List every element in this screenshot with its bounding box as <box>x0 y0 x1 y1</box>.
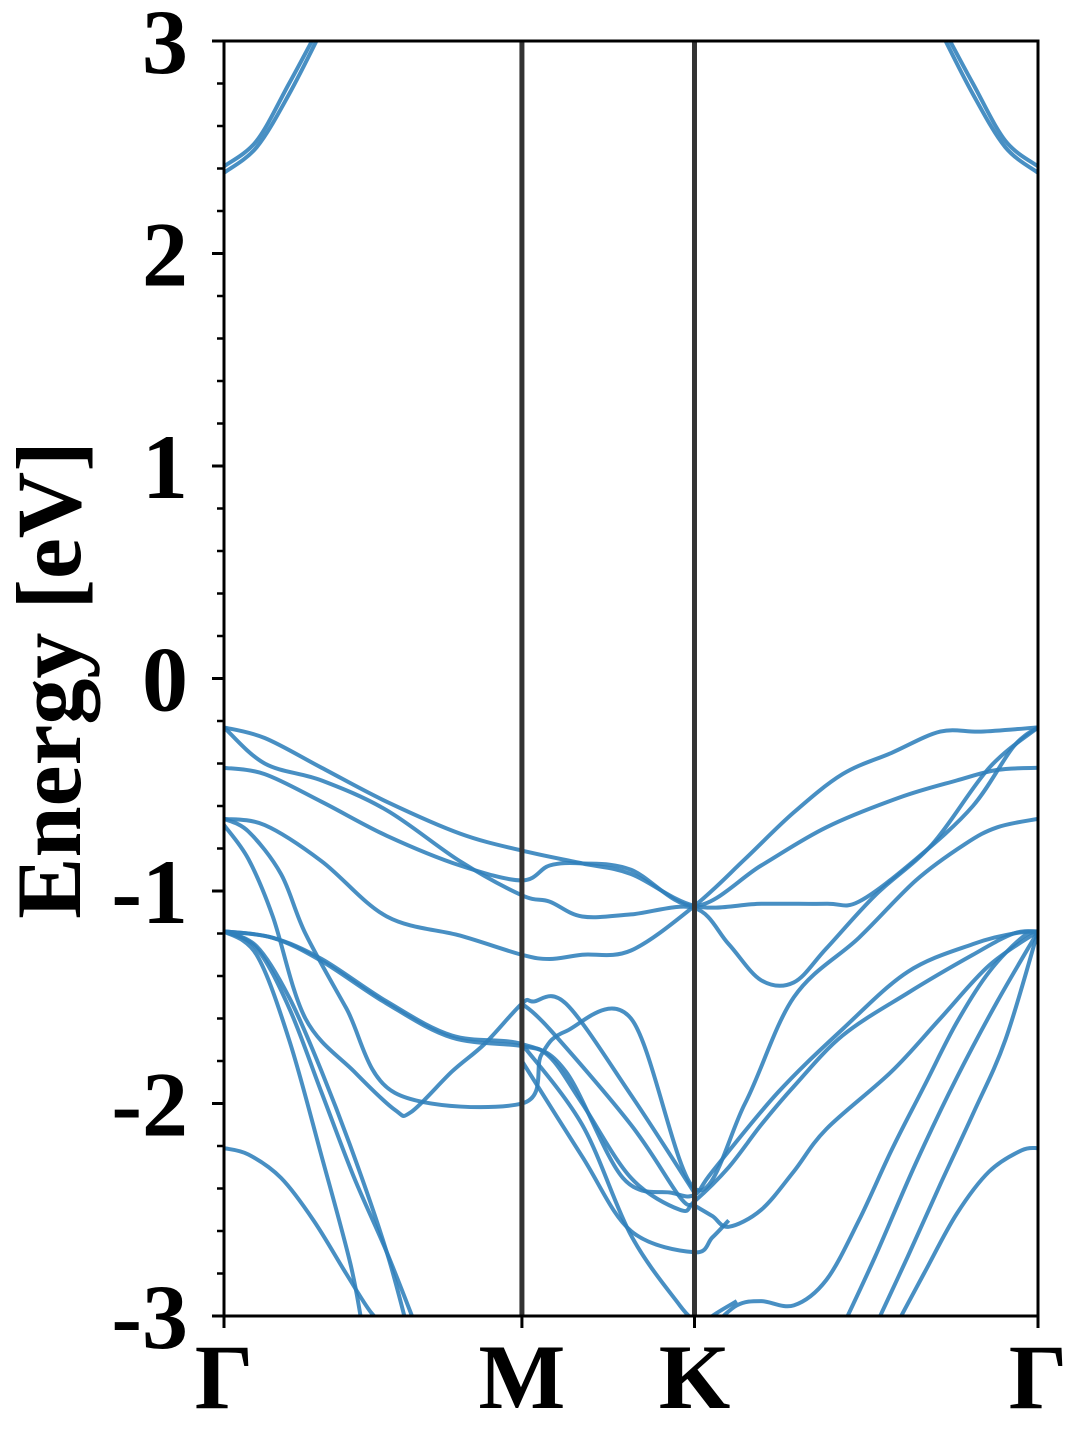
high-symmetry-lines <box>519 41 697 1316</box>
y-axis-label: Energy [eV] <box>0 441 100 919</box>
band-4 <box>947 41 1038 169</box>
band-20 <box>720 929 1038 1316</box>
band-13 <box>224 929 415 1316</box>
x-tick-label: Γ <box>195 1326 254 1428</box>
band-2 <box>224 41 315 169</box>
band-23 <box>877 930 1038 1316</box>
y-tick-label: 0 <box>142 629 188 731</box>
x-tick-label: Γ <box>1009 1326 1068 1428</box>
y-tick-label: -3 <box>111 1266 188 1368</box>
y-tick-label: -1 <box>111 841 188 943</box>
x-tick-label: M <box>479 1326 566 1428</box>
y-tick-label: 3 <box>142 0 188 93</box>
band-10 <box>224 823 697 1194</box>
band-16 <box>224 1146 377 1316</box>
x-tick-label: K <box>659 1326 731 1428</box>
band-8 <box>224 725 1038 961</box>
y-tick-label: 1 <box>142 416 188 518</box>
band-9 <box>224 816 1038 1193</box>
band-14 <box>224 929 407 1316</box>
band-18 <box>520 929 1038 1229</box>
y-tick-label: 2 <box>142 204 188 306</box>
band-15 <box>224 929 363 1316</box>
band-7 <box>224 725 1038 988</box>
band-1 <box>224 41 319 175</box>
band-3 <box>943 41 1038 175</box>
band-24 <box>898 1145 1038 1316</box>
band-17 <box>520 1059 731 1255</box>
band-6 <box>224 765 1038 908</box>
band-19 <box>520 1042 692 1316</box>
y-tick-label: -2 <box>111 1054 188 1156</box>
band-21 <box>709 1299 738 1316</box>
band-12 <box>224 929 1038 1214</box>
band-22 <box>845 930 1038 1316</box>
y-axis-ticks: -3 -2 -1 0 1 2 3 <box>111 0 224 1368</box>
band-lines <box>224 41 1038 1316</box>
